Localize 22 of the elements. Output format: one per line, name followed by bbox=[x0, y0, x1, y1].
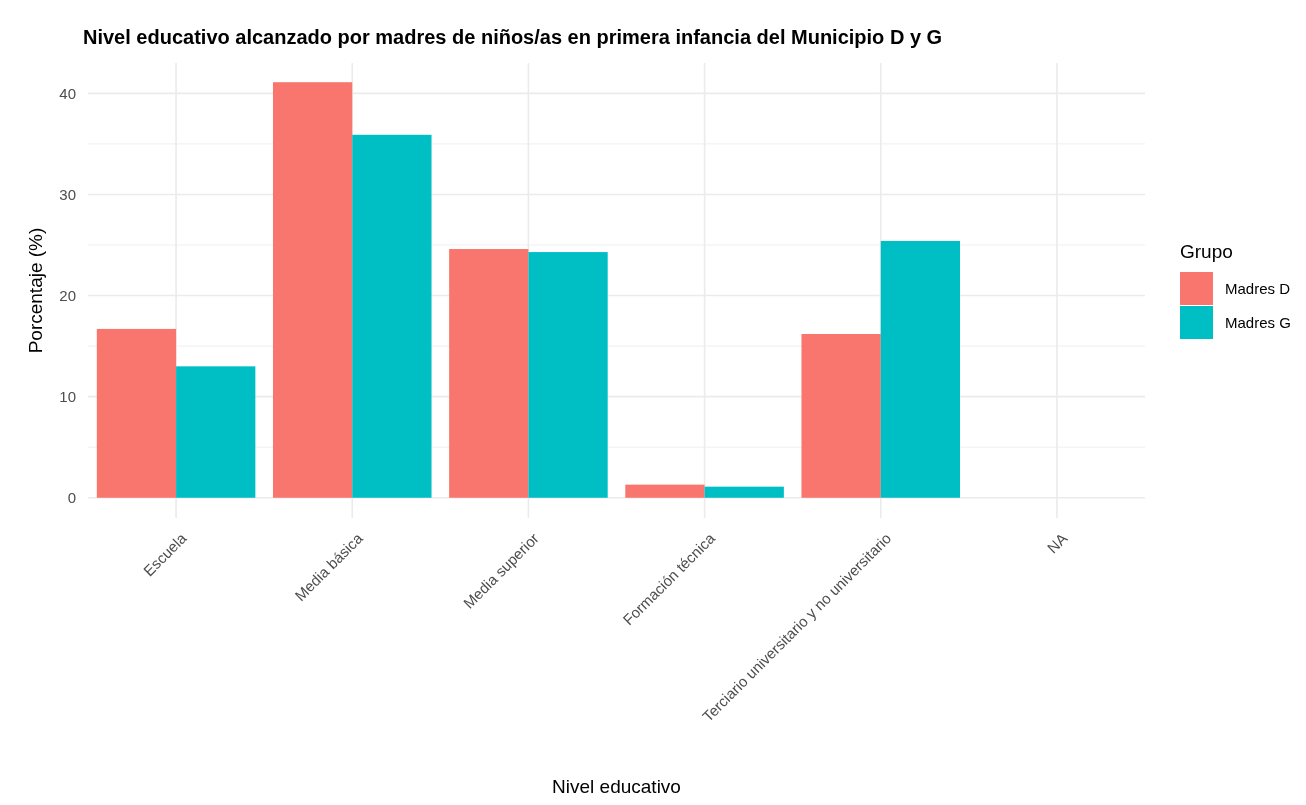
legend-label: Madres D bbox=[1225, 280, 1291, 298]
x-tick-label: NA bbox=[1043, 529, 1071, 557]
y-tick-label: 20 bbox=[59, 286, 76, 304]
y-axis-title: Porcentaje (%) bbox=[25, 227, 46, 354]
bar bbox=[272, 82, 353, 498]
y-tick-label: 30 bbox=[59, 185, 76, 203]
bar bbox=[625, 484, 705, 498]
chart-title: Nivel educativo alcanzado por madres de niños/as en primera infancia del Municipio D y G bbox=[83, 26, 943, 48]
y-tick-label: 10 bbox=[59, 387, 76, 405]
y-tick-label: 40 bbox=[59, 84, 76, 102]
bar bbox=[96, 328, 177, 498]
bar bbox=[528, 252, 608, 498]
legend-title: Grupo bbox=[1180, 241, 1233, 262]
bar bbox=[801, 333, 881, 498]
bar bbox=[449, 249, 529, 498]
bar bbox=[352, 134, 432, 498]
bar bbox=[176, 366, 256, 498]
bar bbox=[880, 240, 961, 498]
y-tick-label: 0 bbox=[67, 489, 76, 507]
x-axis-title: Nivel educativo bbox=[552, 776, 681, 797]
legend-label: Madres G bbox=[1225, 314, 1291, 332]
bar bbox=[704, 486, 784, 498]
